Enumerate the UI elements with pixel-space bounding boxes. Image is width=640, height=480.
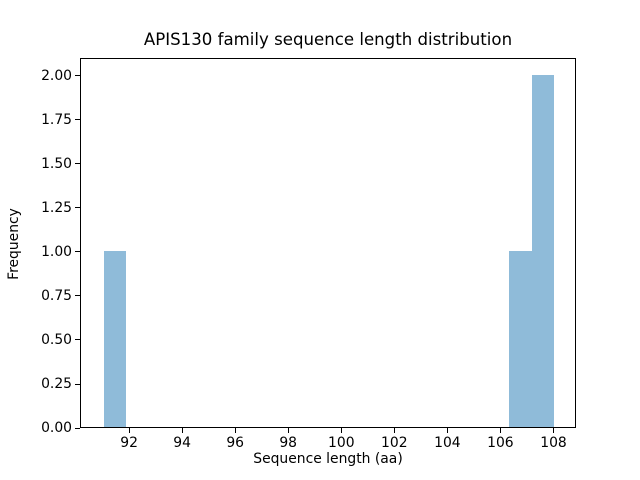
- histogram-bar: [103, 250, 126, 427]
- y-tick-mark: [75, 295, 80, 297]
- x-tick-label: 104: [434, 435, 461, 451]
- y-tick-mark: [75, 75, 80, 77]
- y-tick-mark: [75, 339, 80, 341]
- x-tick-label: 98: [279, 435, 298, 451]
- x-tick-mark: [446, 428, 448, 433]
- y-tick-label: 1.25: [41, 199, 72, 216]
- x-tick-label: 108: [540, 435, 567, 451]
- x-tick-mark: [128, 428, 130, 433]
- x-tick-label: 96: [226, 435, 245, 451]
- y-tick-label: 1.50: [41, 155, 72, 172]
- x-axis-label: Sequence length (aa): [253, 451, 403, 467]
- y-tick-label: 0.25: [41, 376, 72, 392]
- histogram-bar: [509, 250, 532, 427]
- plot-area: [80, 58, 576, 428]
- x-tick-label: 102: [381, 435, 408, 451]
- x-tick-mark: [499, 428, 501, 433]
- histogram-bar: [531, 74, 555, 427]
- y-tick-label: 0.00: [41, 420, 72, 436]
- y-tick-mark: [75, 163, 80, 165]
- x-tick-mark: [553, 428, 554, 433]
- x-tick-label: 106: [487, 435, 514, 451]
- y-tick-mark: [75, 251, 80, 253]
- y-tick-label: 0.75: [41, 287, 72, 304]
- x-tick-label: 100: [328, 435, 355, 451]
- y-tick-mark: [75, 207, 80, 209]
- y-tick-mark: [75, 427, 80, 429]
- y-tick-label: 2.00: [41, 67, 72, 84]
- x-tick-mark: [287, 428, 289, 433]
- y-tick-mark: [75, 383, 80, 385]
- x-tick-label: 92: [120, 435, 138, 451]
- x-tick-mark: [393, 428, 395, 433]
- x-tick-label: 94: [173, 435, 191, 451]
- x-tick-mark: [181, 428, 183, 433]
- y-tick-label: 0.50: [41, 331, 72, 348]
- x-tick-mark: [234, 428, 236, 433]
- y-tick-mark: [75, 119, 80, 121]
- chart-title: APIS130 family sequence length distribut…: [143, 30, 513, 49]
- x-tick-mark: [340, 428, 342, 433]
- y-tick-label: 1.75: [41, 111, 72, 128]
- y-tick-label: 1.00: [41, 243, 72, 260]
